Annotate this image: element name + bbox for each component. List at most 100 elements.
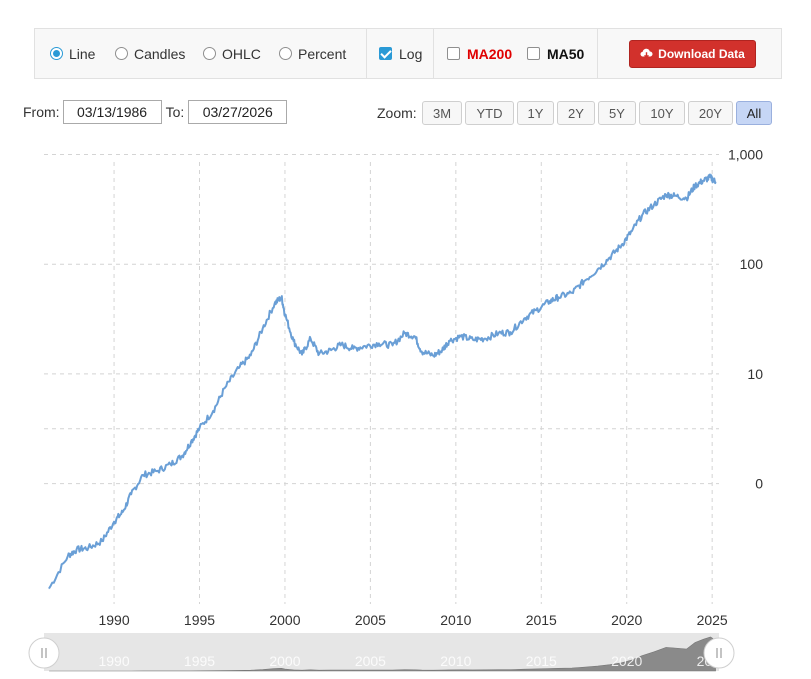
navigator-right-handle[interactable] [703, 637, 735, 669]
data-point [273, 302, 276, 305]
zoom-button-2y[interactable]: 2Y [557, 101, 595, 125]
handle-knob[interactable] [28, 637, 60, 669]
price-line [48, 173, 717, 589]
navigator-left-handle[interactable] [28, 637, 60, 669]
ma200-label: MA200 [467, 45, 513, 62]
navigator-background [44, 633, 719, 671]
data-point [549, 300, 551, 303]
toolbar-divider [433, 29, 434, 78]
zoom-button-ytd[interactable]: YTD [465, 101, 514, 125]
handle-knob[interactable] [703, 637, 735, 669]
data-point [224, 386, 226, 389]
data-point [432, 354, 435, 357]
data-point [608, 256, 611, 259]
data-point [497, 332, 500, 335]
x-tick-label: 2010 [440, 612, 471, 628]
data-point [665, 193, 667, 196]
data-point [190, 441, 192, 443]
data-point [535, 309, 537, 312]
data-point [130, 493, 132, 496]
radio-percent[interactable] [279, 47, 292, 60]
ma200-checkbox[interactable] [447, 47, 460, 60]
download-data-label: Download Data [658, 47, 745, 61]
ma50-label: MA50 [547, 45, 585, 62]
zoom-button-20y[interactable]: 20Y [688, 101, 733, 125]
radio-ohlc[interactable] [203, 47, 216, 60]
navigator-tick-label: 1990 [98, 653, 129, 669]
data-point [557, 296, 560, 299]
radio-candles[interactable] [115, 47, 128, 60]
y-tick-label: 100 [740, 256, 764, 272]
chart-type-candles[interactable]: Candles [115, 29, 185, 78]
data-point [352, 347, 355, 350]
data-point [509, 331, 512, 334]
navigator-tick-label: 2015 [526, 653, 557, 669]
zoom-button-all[interactable]: All [736, 101, 772, 125]
navigator-tick-label: 2010 [440, 653, 471, 669]
data-point [702, 179, 705, 182]
price-series [48, 173, 717, 590]
data-point [113, 520, 115, 523]
chart-type-percent[interactable]: Percent [279, 29, 346, 78]
x-tick-label: 2005 [355, 612, 386, 628]
y-tick-label: 0 [755, 476, 763, 492]
data-point [101, 540, 103, 542]
from-label: From: [23, 104, 60, 120]
zoom-button-10y[interactable]: 10Y [639, 101, 685, 125]
zoom-button-3m[interactable]: 3M [422, 101, 462, 125]
data-point [198, 427, 201, 430]
data-point [484, 337, 486, 340]
zoom-label: Zoom: [377, 105, 417, 121]
ma50-checkbox[interactable] [527, 47, 540, 60]
ma50-toggle[interactable]: MA50 [527, 29, 584, 78]
data-point [155, 470, 158, 472]
data-point [414, 335, 416, 338]
data-point [378, 342, 380, 345]
data-point [571, 291, 573, 294]
data-point [249, 354, 252, 357]
data-point [641, 214, 643, 216]
chart-type-line[interactable]: Line [50, 29, 95, 78]
navigator-series [49, 636, 716, 672]
chart-type-ohlc-label: OHLC [222, 45, 261, 62]
data-point [121, 511, 124, 513]
data-point [330, 349, 332, 351]
data-point [596, 268, 599, 271]
log-label: Log [399, 45, 423, 62]
radio-line[interactable] [50, 47, 63, 60]
data-point [523, 317, 525, 320]
x-tick-label: 2020 [611, 612, 642, 628]
data-point [142, 474, 144, 476]
data-point [181, 454, 184, 457]
data-point [441, 349, 443, 351]
data-point [714, 181, 717, 183]
chart-type-ohlc[interactable]: OHLC [203, 29, 261, 78]
from-date-input[interactable] [62, 100, 162, 124]
toolbar-divider [366, 29, 367, 78]
zoom-button-1y[interactable]: 1Y [517, 101, 554, 125]
ma200-toggle[interactable]: MA200 [447, 29, 512, 78]
chart-type-percent-label: Percent [298, 45, 347, 62]
chart-toolbar: Line Candles OHLC Percent Log MA200 MA50… [34, 28, 782, 79]
log-toggle[interactable]: Log [379, 29, 422, 78]
to-date-input[interactable] [188, 100, 288, 124]
data-point [87, 547, 90, 549]
date-range: From: To: [23, 100, 288, 124]
data-point [685, 197, 688, 199]
data-point [238, 367, 240, 369]
data-point [67, 554, 69, 557]
toolbar-divider [597, 29, 598, 78]
data-point [169, 463, 172, 466]
navigator-tick-label: 2005 [355, 653, 386, 669]
x-tick-label: 1990 [98, 612, 129, 628]
data-point [301, 353, 303, 356]
x-tick-label: 2015 [526, 612, 557, 628]
chart-axes: 0 10 100 1,000 1990 1995 2000 2005 2010 2015 2020 2… [98, 147, 763, 628]
zoom-button-5y[interactable]: 5Y [598, 101, 636, 125]
log-checkbox[interactable] [379, 47, 392, 60]
data-point [318, 353, 320, 355]
download-data-button[interactable]: Download Data [629, 40, 756, 68]
chart-type-candles-label: Candles [134, 45, 186, 62]
